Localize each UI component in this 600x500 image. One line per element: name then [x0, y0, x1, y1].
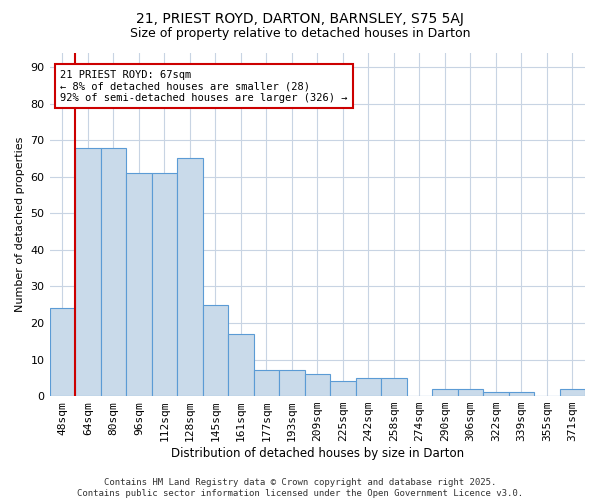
Bar: [203, 304, 228, 396]
Bar: [101, 148, 126, 396]
Y-axis label: Number of detached properties: Number of detached properties: [15, 136, 25, 312]
Bar: [279, 370, 305, 396]
Text: Contains HM Land Registry data © Crown copyright and database right 2025.
Contai: Contains HM Land Registry data © Crown c…: [77, 478, 523, 498]
Bar: [126, 173, 152, 396]
Bar: [75, 148, 101, 396]
Bar: [381, 378, 407, 396]
X-axis label: Distribution of detached houses by size in Darton: Distribution of detached houses by size …: [171, 447, 464, 460]
Bar: [509, 392, 534, 396]
Bar: [152, 173, 177, 396]
Bar: [356, 378, 381, 396]
Bar: [177, 158, 203, 396]
Bar: [560, 389, 585, 396]
Bar: [483, 392, 509, 396]
Bar: [228, 334, 254, 396]
Text: Size of property relative to detached houses in Darton: Size of property relative to detached ho…: [130, 28, 470, 40]
Bar: [330, 382, 356, 396]
Bar: [305, 374, 330, 396]
Bar: [254, 370, 279, 396]
Text: 21, PRIEST ROYD, DARTON, BARNSLEY, S75 5AJ: 21, PRIEST ROYD, DARTON, BARNSLEY, S75 5…: [136, 12, 464, 26]
Bar: [432, 389, 458, 396]
Text: 21 PRIEST ROYD: 67sqm
← 8% of detached houses are smaller (28)
92% of semi-detac: 21 PRIEST ROYD: 67sqm ← 8% of detached h…: [60, 70, 348, 103]
Bar: [458, 389, 483, 396]
Bar: [50, 308, 75, 396]
